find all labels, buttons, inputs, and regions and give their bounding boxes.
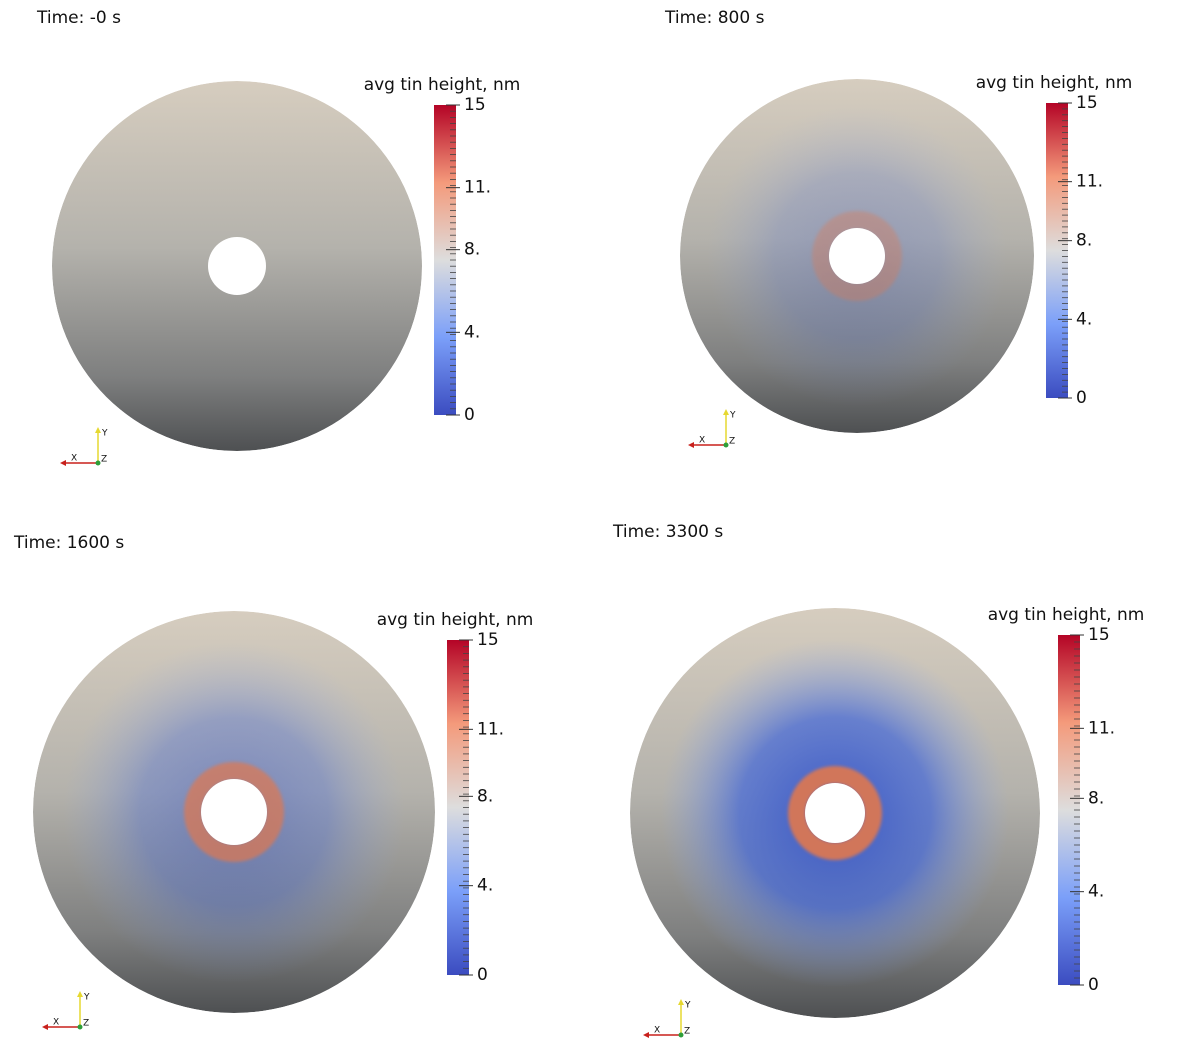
axis-label: Z <box>101 455 107 465</box>
figure: Time: -0 savg tin height, nm1511.8.4.0XY… <box>0 0 1183 1045</box>
axis-z <box>96 461 101 466</box>
tick-label: 0 <box>477 965 488 985</box>
tick-label: 4. <box>477 876 493 896</box>
tick-label: 8. <box>464 240 480 260</box>
tick-label: 4. <box>1088 882 1104 902</box>
time-label: Time: -0 s <box>36 8 121 28</box>
axis-z <box>724 443 729 448</box>
axis-z <box>78 1025 83 1030</box>
tick-label: 0 <box>1088 975 1099 995</box>
tick-label: 8. <box>477 786 493 806</box>
axis-x-head <box>643 1032 649 1038</box>
axis-label: X <box>699 436 705 446</box>
axis-label: Y <box>684 1001 691 1011</box>
blue-zone <box>707 106 1008 407</box>
axis-y-head <box>95 427 101 433</box>
tick-label: 0 <box>1076 388 1087 408</box>
axis-label: Y <box>83 993 90 1003</box>
time-label: Time: 800 s <box>664 8 765 28</box>
axis-label: X <box>53 1018 59 1028</box>
tick-label: 4. <box>464 322 480 342</box>
axis-label: X <box>71 454 77 464</box>
tick-label: 0 <box>464 405 475 425</box>
axis-x-head <box>60 460 66 466</box>
disk-base <box>52 81 422 451</box>
tick-label: 8. <box>1076 231 1092 251</box>
axis-label: Z <box>83 1019 89 1029</box>
disk <box>52 81 422 451</box>
axis-y-head <box>678 999 684 1005</box>
time-label: Time: 3300 s <box>612 522 723 542</box>
disk <box>33 611 435 1013</box>
axis-y-head <box>723 409 729 415</box>
blue-zone <box>661 639 1010 988</box>
colorbar-title: avg tin height, nm <box>976 73 1133 93</box>
axis-y-head <box>77 991 83 997</box>
axis-label: Z <box>729 437 735 447</box>
tick-label: 15 <box>464 95 486 115</box>
tick-label: 11. <box>464 178 491 198</box>
axis-label: Y <box>101 429 108 439</box>
disk <box>680 79 1034 433</box>
tick-label: 11. <box>1076 172 1103 192</box>
tick-label: 11. <box>477 719 504 739</box>
axis-label: Y <box>729 411 736 421</box>
colorbar-title: avg tin height, nm <box>364 75 521 95</box>
axis-label: Z <box>684 1027 690 1037</box>
tick-label: 15 <box>1076 93 1098 113</box>
axis-label: X <box>654 1026 660 1036</box>
tick-label: 11. <box>1088 718 1115 738</box>
colorbar-title: avg tin height, nm <box>377 610 534 630</box>
axis-z <box>679 1033 684 1038</box>
tick-label: 4. <box>1076 309 1092 329</box>
axis-x-head <box>688 442 694 448</box>
disk <box>630 608 1040 1018</box>
tick-label: 15 <box>1088 625 1110 645</box>
axis-x-head <box>42 1024 48 1030</box>
colorbar-title: avg tin height, nm <box>988 605 1145 625</box>
tick-label: 15 <box>477 630 499 650</box>
time-label: Time: 1600 s <box>13 533 124 553</box>
tick-label: 8. <box>1088 788 1104 808</box>
blue-zone <box>63 641 405 983</box>
